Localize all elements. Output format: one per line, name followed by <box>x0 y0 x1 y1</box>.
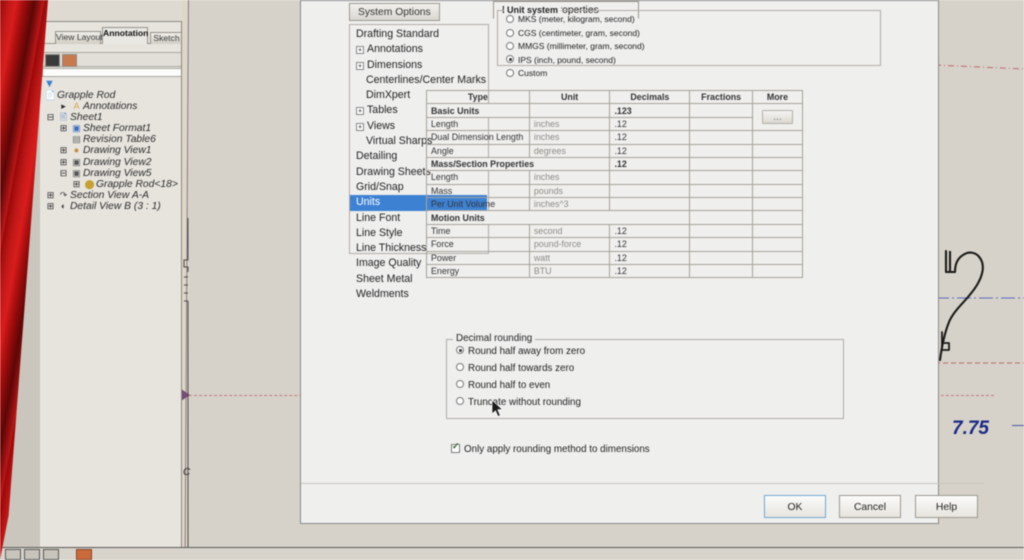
svg-text:C: C <box>183 467 191 478</box>
